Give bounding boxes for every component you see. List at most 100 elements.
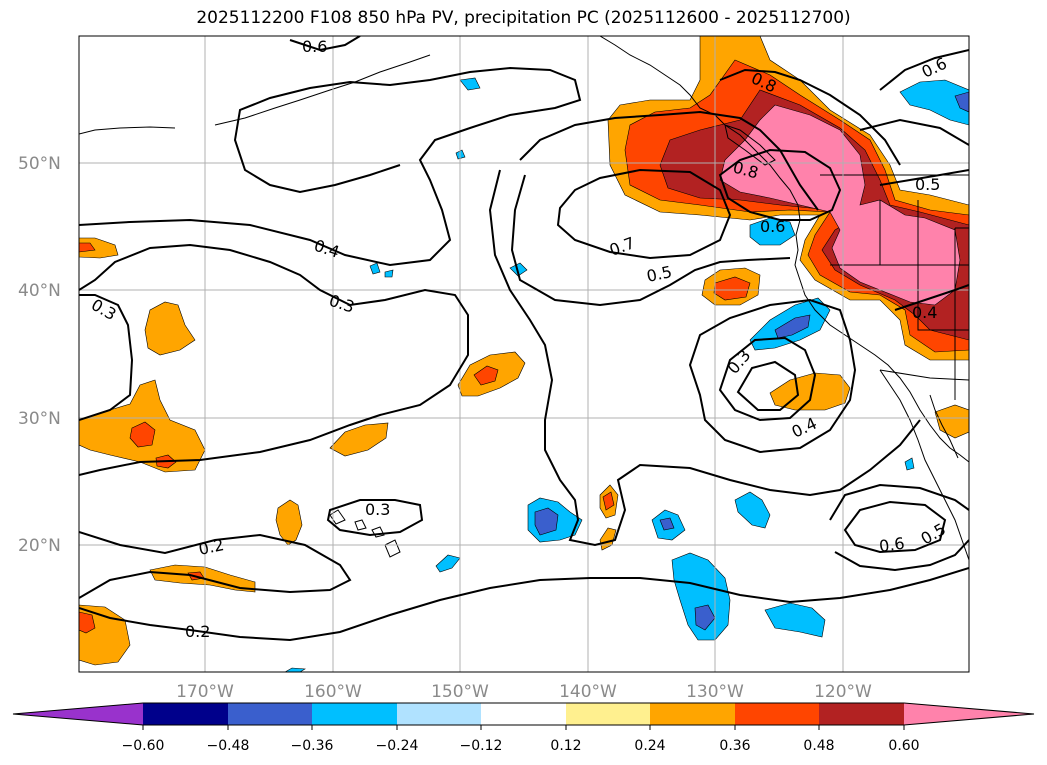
- precip-neg-53n-115w: [899, 79, 969, 126]
- colorbar-bin-zero: [481, 703, 566, 725]
- contour-0-6-se: [843, 500, 947, 554]
- colorbar-extend-min: [13, 703, 143, 725]
- contour-0-5-ne: [859, 118, 969, 186]
- colorbar-ticks: [142, 725, 905, 730]
- precip-positive-fields: [79, 36, 969, 666]
- colorbar-extend-max: [904, 703, 1034, 725]
- longitude-labels: 170°W 160°W 150°W 140°W 130°W 120°W: [176, 682, 872, 702]
- lat-label-30n: 30°N: [18, 409, 61, 429]
- coastline-mexico-border: [879, 369, 969, 381]
- contour-0-3-west: [79, 294, 134, 421]
- precip-neg-21n-131w-inner: [659, 517, 675, 531]
- contour-label: 0.2: [185, 622, 210, 641]
- contour-0-7: [556, 168, 732, 260]
- contour-0-8-upper: [719, 68, 901, 166]
- coastline-baja-east: [929, 394, 959, 459]
- lat-label-20n: 20°N: [18, 536, 61, 556]
- contour-label: 0.5: [915, 175, 940, 194]
- contour-label: 0.2: [197, 535, 226, 559]
- precip-blob-38n-165w: [144, 301, 196, 356]
- colorbar-tick-label: −0.48: [207, 738, 250, 754]
- colorbar-tick-label: −0.12: [460, 738, 503, 754]
- contour-0-5: [510, 174, 791, 307]
- colorbar-tick-label: 0.24: [634, 738, 665, 754]
- precip-neg-27n-113w: [904, 457, 915, 471]
- latitude-labels: 50°N 40°N 30°N 20°N: [18, 154, 61, 556]
- precip-neg-12n-162w: [284, 667, 306, 672]
- precip-blob-42n-128w-inner: [713, 276, 751, 301]
- contour-label: 0.5: [645, 262, 674, 286]
- coastline-hawaii-2: [354, 519, 367, 531]
- colorbar-tick-label: −0.36: [291, 738, 334, 754]
- coastline-us-state-border-4: [954, 227, 969, 400]
- coastline-aleutians: [79, 54, 431, 135]
- colorbar-bin-n024: [312, 703, 397, 725]
- precip-blob-22n-162w: [275, 499, 303, 546]
- precip-neg-40n-157w: [369, 262, 381, 275]
- colorbar-tick-label: −0.60: [122, 738, 165, 754]
- contour-label: 0.3: [365, 500, 390, 519]
- precip-neg-40n-156w: [384, 269, 394, 278]
- contour-0-4-pacific: [488, 169, 921, 547]
- contour-0-2-south: [79, 567, 969, 642]
- precip-neg-15n-130w-inner: [694, 604, 716, 631]
- contour-0-4-main: [79, 66, 582, 267]
- contour-label: 0.6: [302, 37, 327, 56]
- colorbar-bin-n012: [397, 703, 481, 725]
- lat-label-40n: 40°N: [18, 281, 61, 301]
- colorbar: −0.60 −0.48 −0.36 −0.24 −0.12 0.12 0.24 …: [12, 702, 1035, 754]
- lon-label-150w: 150°W: [431, 682, 489, 702]
- lon-label-160w: 160°W: [304, 682, 362, 702]
- precip-blob-44n-178w-inner: [79, 242, 96, 253]
- contour-low-circle-inner: [736, 360, 800, 411]
- map-gridlines: [79, 36, 969, 672]
- precip-neg-21n-125w: [734, 491, 771, 529]
- colorbar-bin-n048: [143, 703, 228, 725]
- precip-neg-21n-144w-inner: [534, 507, 559, 536]
- colorbar-tick-label: 0.60: [888, 738, 919, 754]
- contour-label: 0.4: [912, 303, 937, 322]
- contour-0-8-lower: [718, 148, 842, 221]
- colorbar-bin-n036: [228, 703, 312, 725]
- coastline-us-state-border-3: [917, 200, 969, 331]
- contour-0-3-hawaii: [326, 499, 424, 537]
- coastline-baja: [879, 369, 969, 561]
- lon-label-130w: 130°W: [686, 682, 744, 702]
- contour-0-3-main: [79, 243, 469, 476]
- colorbar-bin-p048: [819, 703, 904, 725]
- lon-label-140w: 140°W: [559, 682, 617, 702]
- precip-blob-29n-172w-inner: [129, 421, 156, 448]
- precip-neg-25n-150w: [435, 554, 461, 573]
- precip-blob-31n-112w: [934, 404, 969, 439]
- precip-blob-20n-139w-inner: [602, 491, 615, 511]
- colorbar-bin-p024: [650, 703, 735, 725]
- contour-label: 0.6: [760, 217, 785, 236]
- contour-0-6-ne: [879, 49, 969, 91]
- precip-neg-15n-124w: [764, 602, 826, 638]
- contour-low-circle: [718, 336, 817, 422]
- coastline-north-america: [599, 36, 969, 463]
- precip-blob-28n-155w: [329, 422, 389, 457]
- colorbar-tick-label: 0.36: [719, 738, 750, 754]
- contour-top-small: [289, 36, 361, 52]
- coastline-hawaii-1: [329, 509, 346, 525]
- colorbar-tick-label: −0.24: [376, 738, 419, 754]
- precip-negative-fields: [284, 77, 969, 672]
- coastline-hawaii-4: [384, 539, 401, 558]
- colorbar-tick-label: 0.48: [803, 738, 834, 754]
- lon-label-170w: 170°W: [176, 682, 234, 702]
- contour-0-6-upper: [519, 110, 819, 211]
- precip-blob-33n-147w-inner: [473, 365, 499, 386]
- contour-0-4-ring: [688, 298, 857, 454]
- precip-northwest-system-core: [719, 104, 961, 306]
- map-content: 0.2 0.2 0.3 0.3 0.3 0.4 0.3 0.4 0.5 0.7 …: [79, 36, 969, 672]
- precip-neg-53n-115w-inner: [954, 91, 969, 113]
- contour-0-4-east: [894, 284, 969, 311]
- colorbar-tick-label: 0.12: [550, 738, 581, 754]
- colorbar-bin-p012: [566, 703, 650, 725]
- lat-label-50n: 50°N: [18, 154, 61, 174]
- lon-label-120w: 120°W: [814, 682, 872, 702]
- contour-label: 0.6: [878, 534, 906, 556]
- contour-0-2-west: [79, 531, 352, 599]
